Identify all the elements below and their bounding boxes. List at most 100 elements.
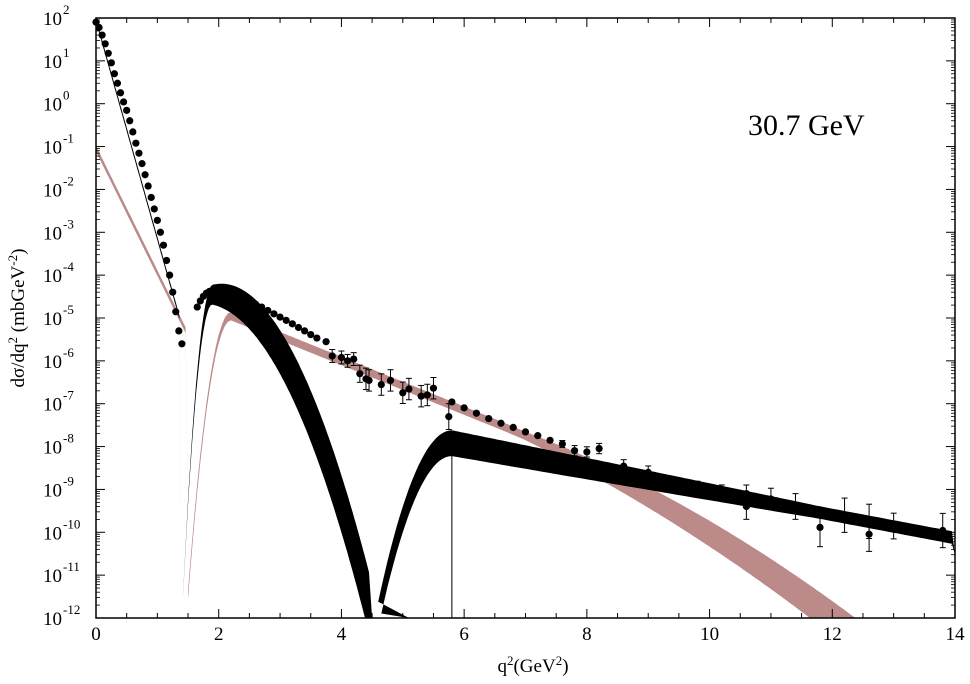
y-tick-exponent: -12 [63, 602, 80, 617]
y-tick-exponent: -3 [63, 216, 74, 231]
data-point [509, 423, 517, 432]
y-tick-exponent: -4 [63, 259, 74, 274]
data-point [129, 128, 137, 136]
y-tick-exponent: 1 [63, 45, 70, 60]
data-point [328, 352, 336, 360]
black-band-mid-q [183, 283, 373, 618]
data-point [417, 392, 425, 400]
data-point [123, 106, 131, 114]
data-point [742, 502, 750, 511]
data-point [595, 444, 603, 453]
data-point [215, 287, 223, 295]
data-point [101, 40, 109, 48]
data-point [322, 338, 330, 346]
data-point [294, 323, 303, 332]
data-point [423, 391, 431, 399]
data-point [227, 290, 235, 298]
data-point [497, 419, 505, 427]
data-point [221, 288, 229, 296]
data-point [445, 413, 453, 421]
data-point [172, 308, 180, 316]
data-point [162, 256, 171, 265]
y-tick-exponent: 2 [63, 2, 70, 17]
data-point [583, 448, 591, 456]
y-tick-label: 10 [43, 438, 62, 459]
x-tick-label: 2 [214, 624, 224, 645]
data-point [126, 117, 134, 125]
data-point [276, 313, 284, 321]
data-point [110, 70, 119, 78]
data-point [816, 523, 824, 532]
black-band-low-q [96, 18, 182, 618]
data-point [429, 384, 438, 392]
data-point [138, 160, 146, 168]
data-point [377, 380, 385, 389]
y-tick-exponent: -7 [63, 388, 74, 403]
data-point [178, 340, 186, 348]
data-point [270, 310, 278, 318]
y-tick-exponent: -1 [63, 131, 74, 146]
data-point [399, 389, 407, 397]
data-points [92, 18, 947, 552]
y-tick-label: 10 [43, 523, 62, 544]
data-point [282, 316, 290, 324]
y-tick-label: 10 [43, 95, 62, 116]
data-point [135, 149, 143, 157]
data-point [288, 320, 296, 328]
y-tick-label: 10 [43, 266, 62, 287]
y-tick-exponent: -10 [63, 516, 80, 531]
y-tick-label: 10 [43, 566, 62, 587]
data-point [153, 216, 161, 224]
data-point [343, 357, 352, 365]
data-point [460, 404, 468, 412]
data-point [116, 89, 125, 97]
data-point [141, 171, 149, 179]
data-point [350, 355, 358, 363]
x-tick-label: 8 [582, 624, 592, 645]
data-point [175, 327, 183, 335]
data-point [718, 487, 726, 495]
y-tick-label: 10 [43, 9, 62, 30]
data-point [251, 300, 260, 308]
data-point [169, 288, 177, 296]
y-axis-title: dσ/dq2 (mbGeV-2) [5, 249, 30, 388]
pink-band-high-q [188, 312, 856, 618]
black-band-high-q [378, 430, 955, 618]
data-point [939, 526, 947, 535]
data-point [233, 292, 241, 300]
data-point [113, 79, 122, 87]
data-point [534, 432, 542, 440]
data-point [159, 241, 168, 249]
data-point [313, 334, 321, 342]
y-tick-label: 10 [43, 223, 62, 244]
pink-band-low-q [96, 145, 190, 618]
y-tick-exponent: -11 [63, 559, 80, 574]
data-point [521, 428, 530, 436]
x-tick-label: 6 [459, 624, 469, 645]
y-tick-label: 10 [43, 309, 62, 330]
data-point [365, 376, 373, 384]
data-point [107, 59, 115, 67]
data-point [147, 193, 155, 202]
data-point [166, 271, 174, 279]
data-point [791, 502, 800, 511]
y-tick-exponent: -8 [63, 431, 74, 446]
y-tick-label: 10 [43, 395, 62, 416]
data-point [865, 517, 873, 525]
data-point [258, 303, 266, 311]
x-axis-title: q2(GeV2) [497, 653, 568, 678]
y-tick-exponent: -5 [63, 302, 74, 317]
data-point [301, 327, 309, 335]
y-tick-exponent: 0 [63, 88, 70, 103]
y-tick-label: 10 [43, 138, 62, 159]
y-tick-label: 10 [43, 52, 62, 73]
data-point [693, 484, 701, 492]
data-point [120, 98, 128, 106]
x-tick-label: 12 [823, 624, 842, 645]
data-point [307, 330, 315, 339]
data-point [890, 522, 898, 530]
data-point [337, 353, 346, 362]
x-tick-label: 10 [700, 624, 719, 645]
data-point [98, 31, 106, 39]
